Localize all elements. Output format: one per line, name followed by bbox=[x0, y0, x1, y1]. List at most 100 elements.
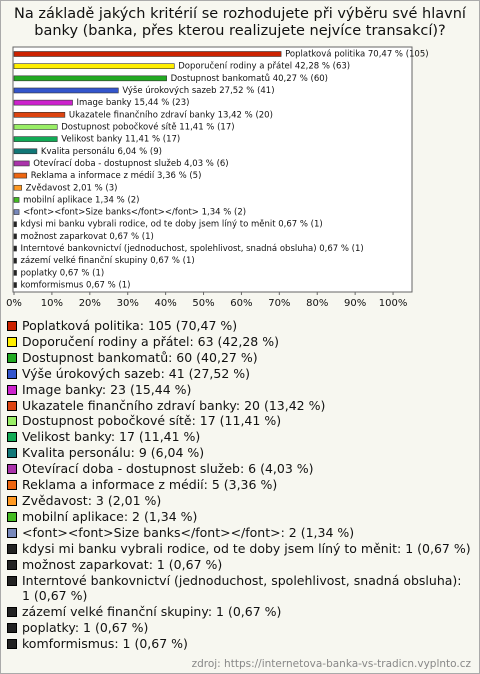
legend-label: Image banky: 23 (15,44 %) bbox=[22, 381, 192, 397]
x-tick-label: 10% bbox=[41, 298, 63, 309]
x-tick-label: 20% bbox=[79, 298, 101, 309]
x-tick-label: 90% bbox=[344, 298, 366, 309]
legend-label: Dostupnost pobočkové sítě: 17 (11,41 %) bbox=[22, 413, 282, 429]
legend-item: zázemí velké finanční skupiny: 1 (0,67 %… bbox=[7, 604, 473, 620]
data-label: Reklama a informace z médií 3,36 % (5) bbox=[31, 170, 202, 181]
x-tick-label: 30% bbox=[117, 298, 139, 309]
legend-item: Výše úrokových sazeb: 41 (27,52 %) bbox=[7, 366, 473, 382]
x-tick-label: 40% bbox=[155, 298, 177, 309]
legend: Poplatková politika: 105 (70,47 %) Doporu… bbox=[7, 318, 473, 652]
bar bbox=[13, 99, 73, 106]
bar bbox=[13, 51, 282, 57]
legend-label: poplatky: 1 (0,67 %) bbox=[22, 620, 149, 636]
legend-swatch bbox=[7, 368, 17, 379]
legend-item: Ukazatele finančního zdraví banky: 20 (1… bbox=[7, 398, 473, 414]
legend-label: Ukazatele finančního zdraví banky: 20 (1… bbox=[22, 397, 326, 413]
legend-swatch bbox=[7, 639, 17, 650]
legend-swatch bbox=[7, 432, 17, 443]
data-label: Poplatková politika 70,47 % (105) bbox=[285, 50, 428, 60]
x-tick-label: 0% bbox=[6, 298, 22, 309]
data-label: Ukazatele finančního zdraví banky 13,42 … bbox=[69, 109, 273, 120]
bar bbox=[13, 282, 17, 288]
legend-item: Velikost banky: 17 (11,41 %) bbox=[7, 429, 473, 445]
legend-swatch bbox=[7, 607, 17, 618]
data-label: komformismus 0,67 % (1) bbox=[21, 281, 131, 291]
data-label: Velikost banky 11,41 % (17) bbox=[61, 135, 180, 145]
data-label: poplatky 0,67 % (1) bbox=[21, 268, 105, 278]
legend-item: Kvalita personálu: 9 (6,04 %) bbox=[7, 445, 473, 461]
legend-swatch bbox=[7, 623, 17, 634]
legend-item: Interntové bankovnictví (jednoduchost, s… bbox=[7, 573, 473, 605]
chart: 0% 10% 20% 30% 40% 50% 60% 70% 80% 90% 100% Poplatk… bbox=[6, 46, 429, 309]
legend-label: komformismus: 1 (0,67 %) bbox=[22, 636, 188, 652]
legend-swatch bbox=[7, 416, 17, 427]
source: zdroj: https://internetova-banka-vs-trad… bbox=[191, 658, 471, 670]
legend-label: Zvědavost: 3 (2,01 %) bbox=[22, 492, 162, 508]
data-label: Doporučení rodiny a přátel 42,28 % (63) bbox=[178, 61, 350, 72]
legend-item: Reklama a informace z médií: 5 (3,36 %) bbox=[7, 477, 473, 493]
bar bbox=[13, 209, 20, 215]
legend-item: mobilní aplikace: 2 (1,34 %) bbox=[7, 509, 473, 525]
data-label: Dostupnost bankomatů 40,27 % (60) bbox=[171, 73, 328, 84]
legend-label: Interntové bankovnictví (jednoduchost, s… bbox=[22, 572, 462, 604]
legend-label: Kvalita personálu: 9 (6,04 %) bbox=[22, 445, 205, 461]
legend-swatch bbox=[7, 336, 17, 347]
x-tick-label: 60% bbox=[230, 298, 252, 309]
legend-item: Dostupnost bankomatů: 60 (40,27 %) bbox=[7, 350, 473, 366]
legend-label: možnost zaparkovat: 1 (0,67 %) bbox=[22, 556, 223, 572]
bar bbox=[13, 63, 175, 69]
legend-swatch bbox=[7, 400, 17, 411]
legend-swatch bbox=[7, 559, 17, 570]
legend-swatch bbox=[7, 543, 17, 554]
bar bbox=[13, 112, 66, 118]
bar bbox=[13, 245, 17, 252]
legend-swatch bbox=[7, 527, 17, 538]
legend-swatch bbox=[7, 384, 17, 395]
legend-label: Poplatková politika: 105 (70,47 %) bbox=[22, 318, 238, 333]
legend-swatch bbox=[7, 575, 17, 586]
legend-swatch bbox=[7, 448, 17, 459]
legend-item: Otevírací doba - dostupnost služeb: 6 (4… bbox=[7, 461, 473, 477]
x-tick-label: 50% bbox=[192, 298, 214, 309]
data-label: Zvědavost 2,01 % (3) bbox=[26, 183, 118, 193]
legend-swatch bbox=[7, 321, 17, 331]
legend-item: Image banky: 23 (15,44 %) bbox=[7, 382, 473, 398]
legend-label: Reklama a informace z médií: 5 (3,36 %) bbox=[22, 477, 278, 493]
data-label: Kvalita personálu 6,04 % (9) bbox=[41, 147, 162, 157]
legend-swatch bbox=[7, 464, 17, 475]
legend-item: komformismus: 1 (0,67 %) bbox=[7, 636, 473, 652]
bar bbox=[13, 124, 58, 130]
data-label: Výše úrokových sazeb 27,52 % (41) bbox=[122, 85, 274, 96]
bar bbox=[13, 197, 20, 203]
data-label: Interntové bankovnictví (jednoduchost, s… bbox=[21, 243, 364, 254]
data-label: možnost zaparkovat 0,67 % (1) bbox=[21, 232, 154, 242]
bar bbox=[13, 257, 17, 264]
legend-label: mobilní aplikace: 2 (1,34 %) bbox=[22, 508, 198, 524]
legend-label: Výše úrokových sazeb: 41 (27,52 %) bbox=[22, 365, 251, 381]
legend-label: Dostupnost bankomatů: 60 (40,27 %) bbox=[22, 349, 258, 365]
legend-label: kdysi mi banku vybrali rodice, od te dob… bbox=[22, 540, 471, 556]
data-label: Image banky 15,44 % (23) bbox=[77, 98, 190, 108]
chart-title: Na základě jakých kritérií se rozhodujet… bbox=[14, 6, 466, 39]
legend-swatch bbox=[7, 495, 17, 506]
bar bbox=[13, 148, 38, 155]
data-label: Dostupnost pobočkové sítě 11,41 % (17) bbox=[61, 121, 234, 132]
legend-item: kdysi mi banku vybrali rodice, od te dob… bbox=[7, 541, 473, 557]
legend-label: Otevírací doba - dostupnost služeb: 6 (4… bbox=[22, 461, 314, 477]
data-label: zázemí velké finanční skupiny 0,67 % (1) bbox=[21, 255, 195, 266]
data-label: kdysi mi banku vybrali rodice, od te dob… bbox=[21, 220, 323, 230]
legend-swatch bbox=[7, 480, 17, 491]
x-tick-label: 100% bbox=[379, 298, 408, 309]
bar bbox=[13, 160, 30, 167]
bar bbox=[13, 184, 22, 191]
legend-item: <font><font>Size banks</font></font>: 2 … bbox=[7, 525, 473, 541]
legend-item: poplatky: 1 (0,67 %) bbox=[7, 620, 473, 636]
data-label: mobilní aplikace 1,34 % (2) bbox=[23, 195, 139, 205]
legend-label: Velikost banky: 17 (11,41 %) bbox=[22, 429, 201, 445]
bar bbox=[13, 136, 58, 142]
legend-swatch bbox=[7, 352, 17, 363]
data-label: <font><font>Size banks</font></font> 1,3… bbox=[23, 208, 246, 218]
bar bbox=[13, 75, 167, 82]
legend-item: Doporučení rodiny a přátel: 63 (42,28 %) bbox=[7, 334, 473, 350]
